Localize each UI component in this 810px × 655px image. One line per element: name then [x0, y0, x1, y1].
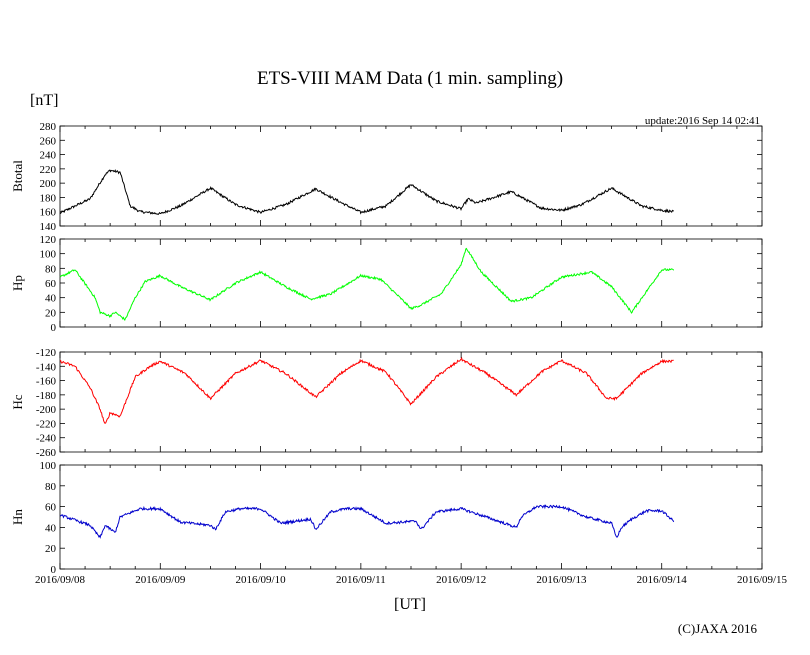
y-tick-label: -260	[36, 447, 57, 459]
y-tick-label: 140	[40, 221, 57, 233]
y-tick-label: 240	[40, 150, 57, 162]
y-tick-label: -240	[36, 433, 57, 445]
y-tick-label: -220	[36, 418, 57, 430]
y-tick-label: 280	[40, 121, 57, 133]
x-tick-label: 2016/09/12	[436, 574, 486, 586]
x-axis-ticks: 2016/09/08 2016/09/09 2016/09/10 2016/09/11…	[35, 574, 788, 586]
y-tick-label: 120	[40, 234, 57, 246]
series-line-btotal	[59, 169, 674, 216]
y-tick-label: -140	[36, 361, 57, 373]
x-tick-label: 2016/09/15	[737, 574, 788, 586]
x-tick-label: 2016/09/09	[135, 574, 186, 586]
update-timestamp: update:2016 Sep 14 02:41	[645, 115, 760, 127]
y-tick-label: 160	[40, 207, 57, 219]
y-tick-label: -120	[36, 347, 57, 359]
panel-ylabel: Hp	[10, 275, 25, 291]
y-tick-label: 100	[40, 460, 57, 472]
x-tick-label: 2016/09/10	[236, 574, 287, 586]
x-tick-label: 2016/09/11	[336, 574, 386, 586]
y-tick-label: -160	[36, 376, 57, 388]
y-tick-label: 180	[40, 192, 57, 204]
y-tick-label: 20	[45, 543, 57, 555]
y-tick-label: 0	[51, 322, 57, 334]
series-line-hc	[59, 356, 674, 424]
copyright-label: (C)JAXA 2016	[678, 621, 758, 636]
panels-layer: 140160180200220240260280Btotal0204060801…	[10, 121, 763, 576]
panel-ylabel: Hn	[10, 509, 25, 525]
series-line-hp	[59, 247, 675, 321]
y-tick-label: 100	[40, 249, 57, 261]
panel-ylabel: Hc	[10, 394, 25, 409]
panel-hn: 0 20 40 60 80 100 Hn	[10, 460, 763, 576]
x-tick-label: 2016/09/13	[536, 574, 587, 586]
chart-title: ETS-VIII MAM Data (1 min. sampling)	[257, 68, 563, 89]
panel-frame	[59, 238, 763, 328]
y-tick-label: 260	[40, 135, 57, 147]
panel-hp: 0 20 40 60 80 100 120 Hp	[10, 234, 763, 334]
y-tick-label: -200	[36, 404, 57, 416]
y-tick-label: 80	[45, 263, 57, 275]
y-tick-label: 20	[45, 307, 57, 319]
panel-ylabel: Btotal	[10, 160, 25, 192]
panel-frame	[59, 464, 763, 570]
x-tick-label: 2016/09/08	[35, 574, 86, 586]
y-tick-label: -180	[36, 390, 57, 402]
y-tick-label: 220	[40, 164, 57, 176]
panel-hc: -260 -240 -220 -200 -180 -160 -140 -120 Hc	[10, 347, 763, 459]
y-tick-label: 60	[45, 278, 57, 290]
y-unit-label: [nT]	[30, 92, 58, 109]
panel-btotal: 140 160 180 200 220 240 260 280 Btotal	[10, 121, 763, 233]
y-tick-label: 40	[45, 522, 57, 534]
series-line-hn	[59, 504, 675, 539]
panel-frame	[59, 351, 763, 453]
y-tick-label: 0	[51, 564, 57, 576]
y-tick-label: 200	[40, 178, 57, 190]
x-tick-label: 2016/09/14	[637, 574, 688, 586]
y-tick-label: 80	[45, 481, 57, 493]
y-tick-label: 60	[45, 502, 57, 514]
x-axis-label: [UT]	[394, 596, 426, 613]
y-tick-label: 40	[45, 293, 57, 305]
